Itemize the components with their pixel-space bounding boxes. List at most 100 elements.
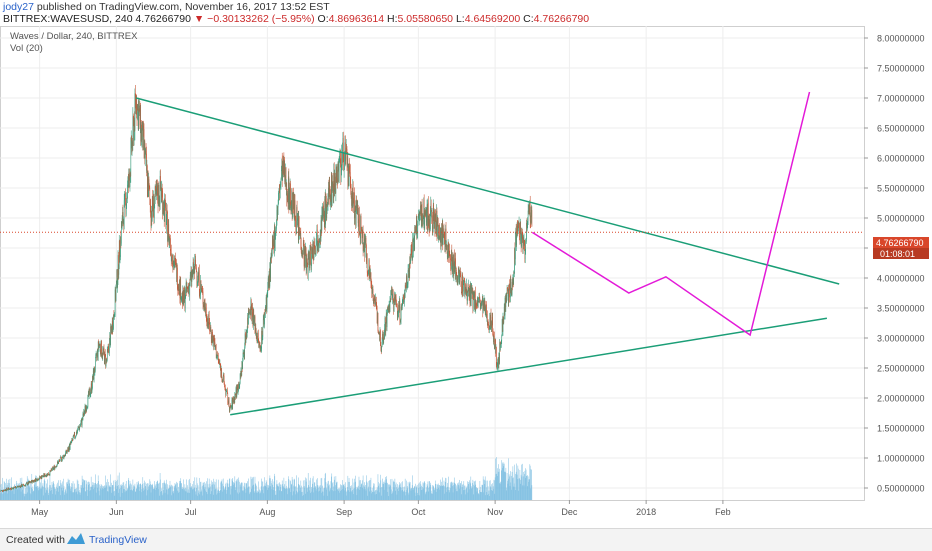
- volume-bar: [484, 480, 486, 500]
- candle-body: [125, 192, 126, 199]
- volume-bar: [47, 487, 49, 500]
- candle-body: [390, 290, 392, 302]
- volume-bar: [491, 484, 492, 500]
- volume-bar: [354, 481, 356, 500]
- volume-bar: [36, 475, 37, 500]
- volume-bar: [168, 485, 170, 500]
- drawings[interactable]: [0, 91, 864, 416]
- candle-body: [173, 260, 175, 267]
- candle-body: [241, 370, 242, 376]
- volume-bar: [515, 471, 517, 500]
- volume-bar: [157, 483, 159, 500]
- candle-body: [253, 319, 255, 322]
- volume-bar: [345, 488, 347, 500]
- volume-bar: [374, 491, 375, 500]
- candle-body: [272, 245, 274, 247]
- candle-body: [487, 320, 489, 324]
- volume-bar: [180, 481, 181, 500]
- volume-bar: [220, 482, 222, 500]
- volume-bar: [128, 486, 130, 500]
- candle-body: [180, 279, 182, 303]
- candle-body: [325, 193, 326, 225]
- candle-body: [200, 280, 202, 289]
- symbol-label: BITTREX:WAVESUSD, 240: [3, 13, 133, 25]
- candle-body: [342, 138, 344, 150]
- candle-body: [287, 200, 289, 204]
- candle-body: [136, 95, 137, 115]
- candle-body: [213, 337, 215, 350]
- volume-bar: [393, 481, 394, 500]
- x-tick-label: 2018: [636, 507, 656, 517]
- candle-body: [424, 210, 425, 229]
- volume-bar: [371, 487, 373, 500]
- volume-bar: [116, 480, 117, 500]
- volume-bar: [182, 486, 184, 500]
- volume-bar: [529, 464, 531, 500]
- candle-body: [10, 488, 12, 490]
- volume-bar: [39, 488, 41, 500]
- volume-bar: [194, 487, 195, 500]
- candle-body: [480, 303, 482, 306]
- volume-bar: [250, 488, 252, 500]
- volume-bar: [489, 495, 490, 500]
- volume-bar: [98, 490, 100, 500]
- volume-bar: [274, 476, 276, 500]
- price-axis[interactable]: 8.000000007.500000007.000000006.50000000…: [864, 34, 925, 494]
- volume-bar: [345, 482, 346, 500]
- price-chart[interactable]: 8.000000007.500000007.000000006.50000000…: [0, 26, 932, 528]
- candle-body: [150, 216, 152, 227]
- candle-body: [116, 281, 117, 289]
- volume-bar: [495, 474, 497, 500]
- volume-bar: [106, 482, 107, 500]
- volume-bar: [434, 487, 436, 500]
- volume-bar: [253, 491, 255, 500]
- volume-bar: [423, 483, 425, 500]
- volume-bar: [351, 485, 352, 500]
- time-axis[interactable]: May Jun Jul Aug Sep Oct Nov Dec 2018 Feb: [31, 500, 731, 517]
- candle-body: [281, 170, 282, 180]
- volume-bar: [196, 487, 197, 500]
- volume-bar: [411, 485, 413, 500]
- volume-bar: [366, 475, 367, 500]
- candle-body: [412, 239, 414, 252]
- volume-bar: [418, 483, 419, 500]
- candle-body: [71, 438, 73, 442]
- candle-body: [295, 231, 297, 233]
- volume-bar: [373, 483, 374, 500]
- volume-bar: [269, 486, 271, 500]
- volume-bar: [9, 478, 11, 500]
- candle-body: [275, 230, 276, 234]
- volume-bar: [22, 484, 23, 500]
- candle-body: [121, 223, 122, 244]
- candle-body: [261, 330, 263, 341]
- volume-bar: [375, 490, 377, 500]
- volume-bar: [362, 487, 363, 500]
- volume-bar: [51, 490, 52, 500]
- volume-bar: [0, 484, 2, 500]
- candle-body: [429, 219, 430, 230]
- volume-bar: [296, 487, 298, 500]
- candle-body: [251, 306, 252, 320]
- tradingview-brand-link[interactable]: TradingView: [89, 534, 147, 546]
- volume-bar: [142, 484, 143, 500]
- volume-bar: [246, 483, 247, 500]
- volume-bar: [154, 481, 155, 500]
- volume-bar: [10, 486, 12, 500]
- volume-bar: [499, 468, 500, 500]
- candle-body: [93, 370, 94, 380]
- candle-body: [25, 484, 26, 487]
- volume-bar: [395, 490, 396, 500]
- candle-body: [319, 240, 321, 243]
- candle-body: [142, 125, 144, 150]
- candle-body: [386, 313, 387, 328]
- volume-bar: [139, 490, 141, 500]
- author-link[interactable]: jody27: [3, 1, 34, 13]
- volume-bar: [249, 492, 251, 500]
- candle-body: [7, 489, 9, 491]
- candle-body: [462, 274, 463, 292]
- volume-bar: [371, 490, 373, 500]
- plot-area[interactable]: [0, 26, 865, 501]
- candle-body: [489, 317, 491, 330]
- volume-bar: [130, 489, 132, 500]
- volume-bar: [167, 484, 168, 500]
